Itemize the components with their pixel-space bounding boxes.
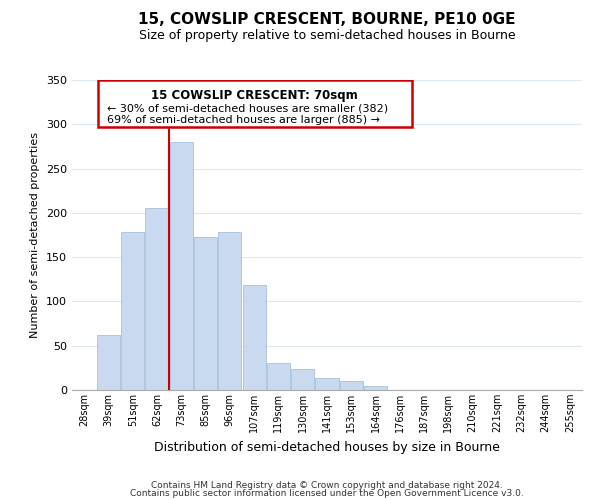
X-axis label: Distribution of semi-detached houses by size in Bourne: Distribution of semi-detached houses by …: [154, 440, 500, 454]
Bar: [97, 335, 120, 390]
Text: ← 30% of semi-detached houses are smaller (382): ← 30% of semi-detached houses are smalle…: [107, 103, 388, 113]
Bar: [242, 286, 266, 390]
Bar: [267, 364, 290, 390]
Text: 15, COWSLIP CRESCENT, BOURNE, PE10 0GE: 15, COWSLIP CRESCENT, BOURNE, PE10 0GE: [138, 12, 516, 28]
Bar: [121, 232, 144, 390]
Bar: [218, 232, 241, 390]
Bar: [316, 378, 338, 390]
Bar: [291, 368, 314, 390]
Y-axis label: Number of semi-detached properties: Number of semi-detached properties: [31, 132, 40, 338]
Bar: [194, 237, 217, 390]
Bar: [170, 142, 193, 390]
Bar: [145, 208, 169, 390]
Text: Size of property relative to semi-detached houses in Bourne: Size of property relative to semi-detach…: [139, 29, 515, 42]
Bar: [340, 381, 363, 390]
Text: 69% of semi-detached houses are larger (885) →: 69% of semi-detached houses are larger (…: [107, 116, 380, 126]
Text: Contains HM Land Registry data © Crown copyright and database right 2024.: Contains HM Land Registry data © Crown c…: [151, 481, 503, 490]
Text: 15 COWSLIP CRESCENT: 70sqm: 15 COWSLIP CRESCENT: 70sqm: [151, 89, 358, 102]
Bar: [97, 80, 412, 127]
Text: Contains public sector information licensed under the Open Government Licence v3: Contains public sector information licen…: [130, 489, 524, 498]
Bar: [364, 386, 387, 390]
